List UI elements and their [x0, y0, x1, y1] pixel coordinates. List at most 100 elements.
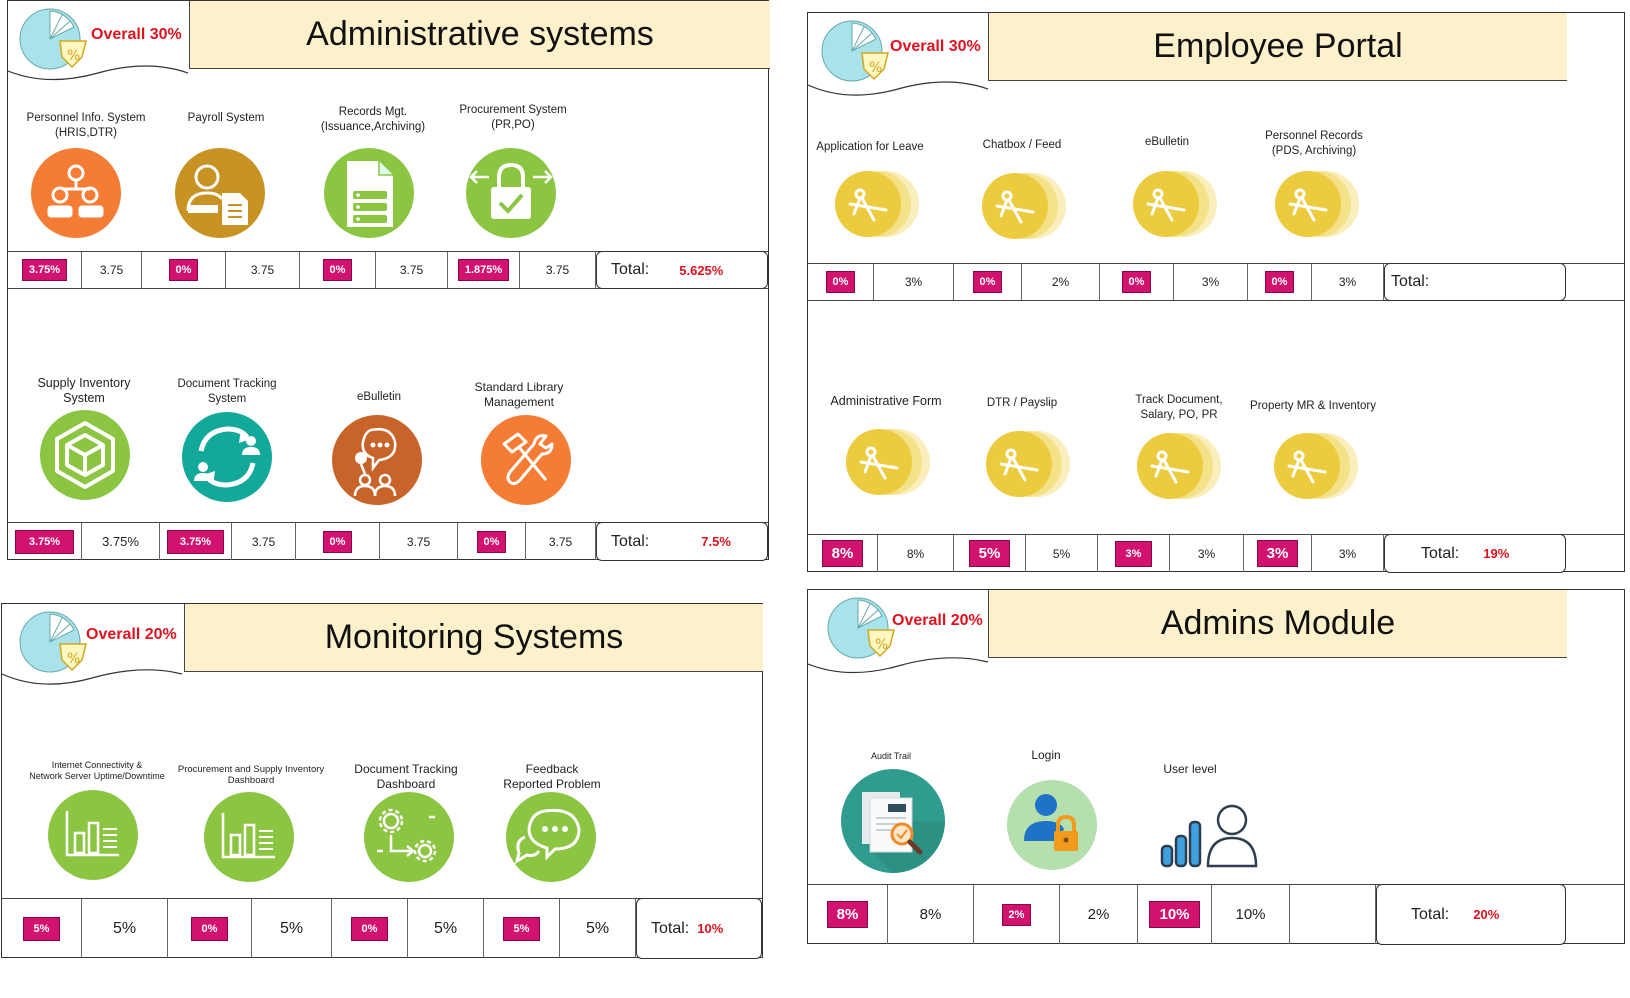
percent-badge: 10% — [1149, 901, 1200, 928]
percent-badge: 1.875% — [457, 259, 510, 281]
percent-badge: 3% — [1114, 540, 1153, 567]
compass-icon[interactable] — [834, 170, 926, 242]
percent-badge: 5% — [502, 916, 541, 941]
overall-label: Overall 30% — [890, 38, 981, 55]
procurement-lock-icon[interactable] — [465, 147, 557, 239]
item-label: Feedback Reported Problem — [503, 762, 601, 791]
percent-badge: 3.75% — [14, 529, 75, 554]
value-cell: 5% — [82, 899, 168, 958]
compass-icon[interactable] — [1136, 432, 1228, 504]
admins-module-panel: Overall 20% Admins Module Audit Trail Lo… — [807, 589, 1625, 945]
score-row: 5% 5% 0% 5% 0% 5% 5% 5% Total: 10% — [2, 898, 762, 959]
value-cell: 8% — [888, 885, 974, 944]
compass-icon[interactable] — [985, 430, 1077, 502]
total-box: Total: 20% — [1376, 884, 1566, 945]
value-cell: 3.75% — [82, 523, 160, 560]
value-cell: 3.75 — [520, 252, 596, 288]
item-label: Standard Library Management — [474, 380, 564, 409]
item-label: Personnel Info. System (HRIS,DTR) — [26, 112, 146, 139]
value-cell: 3% — [1312, 535, 1384, 572]
total-value: 20% — [1473, 907, 1500, 922]
total-value: 5.625% — [679, 262, 724, 278]
pie-chart-percent-icon — [808, 597, 988, 674]
total-label: Total: — [1391, 273, 1430, 290]
bar-chart-report-icon[interactable] — [203, 791, 295, 883]
value-cell: 3.75 — [376, 252, 448, 288]
compass-icon[interactable] — [845, 428, 937, 500]
percent-badge: 0% — [322, 259, 353, 281]
audit-trail-document-magnifier-icon[interactable] — [840, 768, 946, 874]
value-cell: 3% — [1170, 535, 1244, 572]
total-value: 19% — [1483, 546, 1510, 561]
overall-label: Overall 20% — [892, 612, 983, 629]
percent-badge: 0% — [972, 271, 1003, 293]
score-row: 3.75% 3.75% 3.75% 3.75 0% 3.75 0% 3.75 T… — [8, 522, 768, 561]
panel-title: Admins Module — [988, 590, 1567, 658]
item-label: Track Document, Salary, PO, PR — [1135, 394, 1223, 421]
item-label: User level — [1163, 762, 1217, 776]
administrative-systems-panel: Overall 30% Administrative systems Perso… — [7, 0, 770, 561]
item-label: Internet Connectivity & Network Server U… — [29, 760, 165, 781]
compass-icon[interactable] — [1274, 170, 1366, 242]
payroll-user-document-icon[interactable] — [174, 147, 266, 239]
user-lock-login-icon[interactable] — [1006, 779, 1098, 871]
employee-portal-panel: Overall 30% Employee Portal Application … — [807, 12, 1625, 573]
percent-badge: 5% — [968, 540, 1011, 567]
total-label: Total: — [611, 532, 650, 550]
value-cell: 2% — [1060, 885, 1138, 944]
total-box: Total: 5.625% — [596, 251, 768, 289]
total-box: Total: 10% — [636, 898, 762, 959]
bar-chart-report-icon[interactable] — [47, 789, 139, 881]
item-label: eBulletin — [356, 391, 402, 403]
panel-title: Employee Portal — [988, 13, 1567, 81]
value-cell: 3.75 — [380, 523, 458, 560]
total-box: Total: — [1384, 263, 1566, 301]
item-label: Payroll System — [187, 112, 265, 124]
percent-badge: 0% — [1121, 271, 1152, 293]
overall-label: Overall 30% — [91, 26, 182, 43]
percent-badge: 3.75% — [166, 529, 225, 554]
compass-icon[interactable] — [1273, 432, 1365, 504]
percent-badge: 0% — [322, 530, 353, 553]
workflow-gears-icon[interactable] — [363, 791, 455, 883]
percent-badge: 8% — [826, 901, 869, 928]
compass-icon[interactable] — [981, 172, 1073, 244]
overall-label: Overall 20% — [86, 626, 177, 643]
feedback-chat-icon[interactable] — [505, 791, 597, 883]
user-level-bars-icon[interactable] — [1156, 802, 1266, 872]
value-cell: 3.75 — [226, 252, 300, 288]
item-label: Property MR & Inventory — [1250, 400, 1376, 412]
score-row: 8% 8% 2% 2% 10% 10% Total: 20% — [808, 884, 1624, 945]
inventory-box-icon[interactable] — [39, 409, 131, 501]
item-label: Procurement and Supply Inventory Dashboa… — [177, 764, 325, 786]
total-box: Total: 7.5% — [596, 522, 768, 561]
total-label: Total: — [651, 919, 690, 937]
records-document-icon[interactable] — [323, 147, 415, 239]
value-cell: 3.75 — [82, 252, 142, 288]
compass-icon[interactable] — [1132, 170, 1224, 242]
value-cell: 3% — [1174, 264, 1248, 300]
value-cell: 3% — [874, 264, 954, 300]
percent-badge: 0% — [350, 916, 389, 941]
panel-title: Administrative systems — [189, 1, 770, 69]
percent-badge: 2% — [1001, 903, 1032, 926]
value-cell: 8% — [878, 535, 954, 572]
document-tracking-cycle-icon[interactable] — [181, 411, 273, 503]
percent-badge: 3% — [1256, 540, 1299, 567]
bulletin-chat-user-icon[interactable] — [331, 414, 423, 506]
total-label: Total: — [1421, 544, 1460, 562]
value-cell: 3.75 — [526, 523, 596, 560]
percent-badge: 0% — [476, 530, 507, 553]
hammer-wrench-tools-icon[interactable] — [480, 414, 572, 506]
value-cell: 5% — [408, 899, 484, 958]
item-label: eBulletin — [1144, 136, 1190, 148]
personnel-group-icon[interactable] — [30, 147, 122, 239]
item-label: Supply Inventory System — [37, 376, 131, 405]
item-label: Records Mgt. (Issuance,Archiving) — [320, 106, 426, 133]
item-label: Administrative Form — [830, 394, 942, 408]
item-label: Chatbox / Feed — [982, 139, 1062, 151]
total-box: Total: 19% — [1384, 534, 1566, 573]
item-label: Document Tracking Dashboard — [354, 762, 458, 791]
item-label: Personnel Records (PDS, Archiving) — [1265, 130, 1363, 157]
percent-badge: 0% — [190, 916, 229, 941]
